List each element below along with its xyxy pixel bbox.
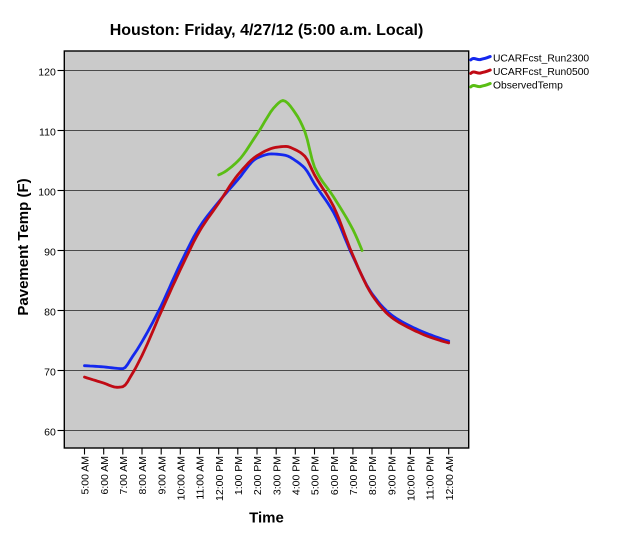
svg-text:5:00 AM: 5:00 AM — [80, 456, 92, 495]
svg-text:6:00 PM: 6:00 PM — [329, 456, 341, 495]
svg-text:1:00 PM: 1:00 PM — [233, 456, 245, 495]
svg-text:2:00 PM: 2:00 PM — [252, 456, 264, 495]
svg-text:60: 60 — [44, 426, 56, 438]
svg-text:5:00 PM: 5:00 PM — [310, 456, 322, 495]
svg-text:70: 70 — [44, 366, 56, 378]
svg-text:8:00 PM: 8:00 PM — [367, 456, 379, 495]
svg-text:UCARFcst_Run2300: UCARFcst_Run2300 — [493, 53, 589, 64]
svg-text:UCARFcst_Run0500: UCARFcst_Run0500 — [493, 67, 589, 78]
svg-text:90: 90 — [44, 246, 56, 258]
svg-text:120: 120 — [38, 66, 56, 78]
svg-text:8:00 AM: 8:00 AM — [137, 456, 149, 495]
svg-text:10:00 PM: 10:00 PM — [406, 456, 418, 501]
svg-text:7:00 PM: 7:00 PM — [348, 456, 360, 495]
svg-text:ObservedTemp: ObservedTemp — [493, 80, 563, 91]
svg-text:110: 110 — [39, 126, 56, 138]
svg-text:10:00 AM: 10:00 AM — [176, 456, 188, 500]
svg-text:4:00 PM: 4:00 PM — [291, 456, 303, 495]
svg-text:3:00 PM: 3:00 PM — [271, 456, 283, 495]
svg-text:Pavement Temp (F): Pavement Temp (F) — [15, 178, 32, 315]
svg-text:9:00 AM: 9:00 AM — [156, 456, 168, 495]
svg-text:9:00 PM: 9:00 PM — [386, 456, 398, 495]
svg-text:12:00 AM: 12:00 AM — [444, 456, 456, 500]
svg-text:11:00 AM: 11:00 AM — [195, 456, 207, 500]
svg-text:100: 100 — [38, 186, 56, 198]
svg-text:11:00 PM: 11:00 PM — [425, 456, 437, 500]
svg-text:80: 80 — [44, 306, 56, 318]
svg-text:Houston: Friday, 4/27/12 (5:00: Houston: Friday, 4/27/12 (5:00 a.m. Loca… — [110, 22, 424, 39]
svg-text:12:00 PM: 12:00 PM — [214, 456, 226, 501]
svg-text:7:00 AM: 7:00 AM — [118, 456, 130, 495]
svg-text:6:00 AM: 6:00 AM — [99, 456, 111, 495]
svg-text:Time: Time — [249, 510, 284, 527]
